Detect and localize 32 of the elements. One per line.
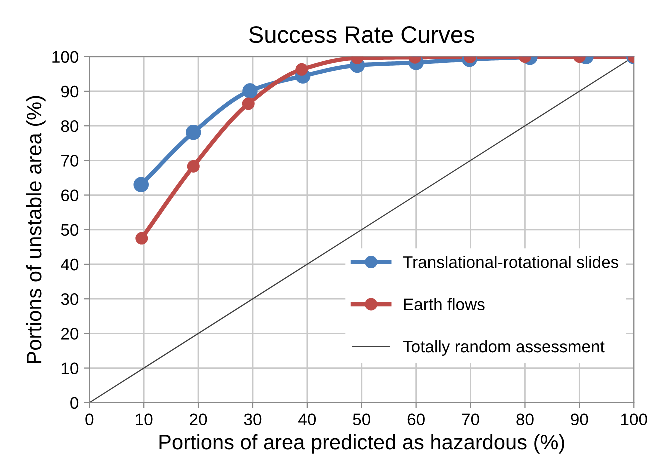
point [186, 125, 202, 140]
legend-label: Translational-rotational slides [403, 256, 619, 268]
y-tick-label: 30 [61, 293, 79, 306]
legend-label: Earth flows [404, 298, 485, 310]
x-tick-label: 100 [621, 414, 648, 426]
y-tick-label: 50 [61, 224, 79, 236]
y-tick-label: 10 [62, 362, 79, 374]
point [187, 160, 200, 173]
y-axis-title: Portions of unstable area (%) [26, 96, 46, 364]
x-tick-label: 70 [462, 414, 480, 426]
legend-label: Totally random assessment [403, 340, 605, 356]
x-axis-title: Portions of area predicted as hazardous (%) [160, 434, 564, 454]
point [136, 232, 148, 245]
y-tick-label: 90 [61, 86, 79, 98]
x-tick-label: 0 [86, 414, 94, 426]
point [134, 177, 150, 193]
x-tick-label: 10 [136, 414, 153, 426]
x-tick-label: 40 [298, 414, 316, 426]
x-tick-label: 50 [353, 414, 370, 426]
x-tick-label: 90 [571, 414, 588, 426]
x-tick-label: 60 [408, 414, 425, 426]
y-tick-label: 40 [61, 258, 79, 271]
y-tick-label: 60 [62, 190, 79, 202]
y-tick-label: 100 [52, 51, 79, 64]
y-tick-label: 80 [61, 120, 79, 132]
y-tick-label: 20 [62, 328, 79, 340]
x-tick-label: 20 [190, 414, 208, 426]
x-tick-label: 30 [244, 414, 262, 426]
y-tick-label: 70 [62, 155, 79, 167]
chart-title: Success Rate Curves [249, 26, 475, 44]
y-tick-label: 0 [70, 397, 79, 410]
x-tick-label: 80 [516, 414, 534, 426]
